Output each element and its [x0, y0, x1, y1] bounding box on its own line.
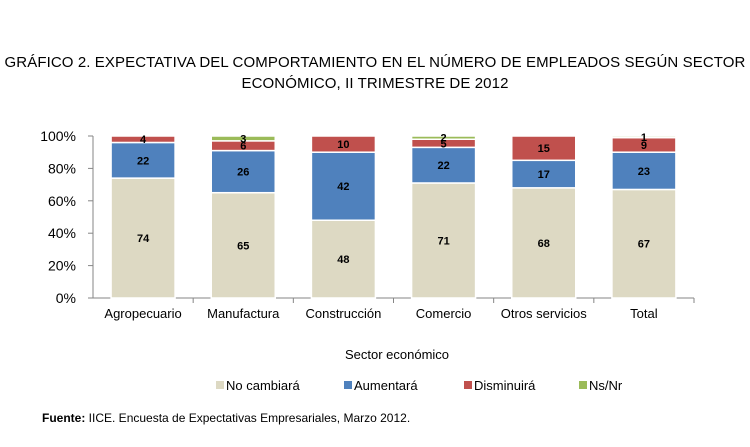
data-label: 5 — [441, 138, 447, 150]
y-tick-label: 60% — [48, 193, 76, 209]
data-label: 22 — [137, 155, 149, 167]
bar-segment — [110, 177, 176, 299]
x-tick-label: Construcción — [305, 306, 381, 321]
legend-swatch — [579, 381, 587, 389]
legend-swatch — [464, 381, 472, 389]
bar-segment — [511, 135, 577, 162]
data-label: 48 — [337, 254, 349, 266]
legend-swatch — [216, 381, 224, 389]
bar-segment — [410, 146, 477, 184]
data-label: 10 — [337, 139, 349, 151]
bar-segment — [611, 151, 677, 191]
source-text: IICE. Encuesta de Expectativas Empresari… — [85, 411, 411, 425]
legend-label: Ns/Nr — [589, 378, 623, 393]
x-tick-label: Otros servicios — [501, 306, 587, 321]
data-label: 65 — [237, 240, 249, 252]
data-label: 42 — [337, 181, 349, 193]
y-tick-label: 80% — [48, 160, 76, 176]
data-label: 3 — [240, 133, 246, 145]
data-label: 67 — [638, 239, 650, 251]
data-label: 23 — [638, 166, 650, 178]
y-tick-label: 40% — [48, 225, 76, 241]
chart-title-line1: GRÁFICO 2. EXPECTATIVA DEL COMPORTAMIENT… — [4, 54, 746, 71]
y-tick-label: 20% — [48, 258, 76, 274]
data-label: 26 — [237, 167, 249, 179]
x-tick-label: Agropecuario — [104, 306, 181, 321]
bar-segment — [210, 191, 276, 299]
data-label: 15 — [538, 143, 550, 155]
bar-segment — [310, 135, 377, 153]
y-tick-label: 0% — [56, 290, 76, 306]
bar-segment — [210, 149, 276, 194]
data-label: 71 — [437, 235, 449, 247]
x-axis-title: Sector económico — [345, 347, 449, 362]
x-tick-label: Total — [630, 306, 658, 321]
data-label: 68 — [538, 238, 550, 250]
data-label: 4 — [140, 134, 147, 146]
bar-segment — [410, 135, 477, 140]
legend-label: No cambiará — [226, 378, 300, 393]
legend-label: Disminuirá — [474, 378, 536, 393]
legend-label: Aumentará — [354, 378, 418, 393]
bar-segment — [511, 187, 577, 299]
bar-segment — [611, 135, 677, 139]
data-label: 2 — [441, 133, 447, 145]
bar-segment — [110, 141, 176, 179]
source-label: Fuente: — [42, 411, 86, 425]
x-tick-label: Comercio — [416, 306, 472, 321]
data-label: 22 — [437, 160, 449, 172]
bar-segment — [210, 135, 276, 142]
x-tick-label: Manufactura — [207, 306, 280, 321]
bar-segment — [410, 182, 477, 299]
data-label: 9 — [641, 140, 647, 152]
bar-segment — [110, 135, 176, 144]
bar-segment — [611, 188, 677, 299]
data-label: 6 — [240, 141, 246, 153]
source-note: Fuente: IICE. Encuesta de Expectativas E… — [42, 411, 410, 425]
chart-title-line2: ECONÓMICO, II TRIMESTRE DE 2012 — [241, 75, 509, 92]
data-label: 74 — [137, 233, 150, 245]
data-label: 1 — [641, 132, 647, 144]
data-label: 17 — [538, 169, 550, 181]
y-tick-label: 100% — [40, 128, 76, 144]
legend-swatch — [344, 381, 352, 389]
